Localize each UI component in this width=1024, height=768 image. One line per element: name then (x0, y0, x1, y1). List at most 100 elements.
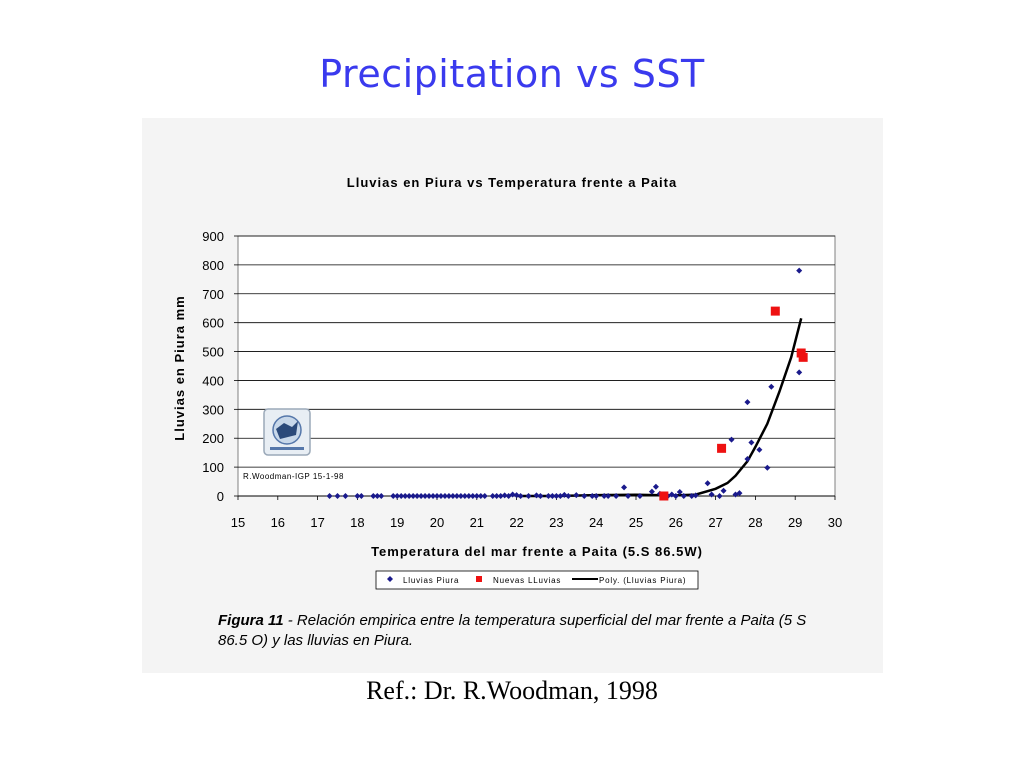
data-point (418, 493, 425, 499)
data-points (326, 267, 808, 501)
data-point (613, 493, 620, 499)
data-point (430, 493, 437, 499)
x-tick-label: 29 (788, 515, 802, 530)
data-point (497, 493, 504, 499)
data-point (636, 493, 643, 499)
new-data-point (659, 491, 669, 501)
data-point (756, 446, 763, 453)
legend-label-nuevas: Nuevas LLuvias (493, 576, 561, 585)
data-point (410, 493, 417, 499)
new-data-point (770, 306, 780, 316)
data-point (402, 493, 409, 499)
x-tick-label: 18 (350, 515, 364, 530)
legend: Lluvias Piura Nuevas LLuvias Poly. (Lluv… (375, 570, 699, 590)
data-point (573, 492, 580, 499)
data-point (469, 493, 476, 499)
caption-end: . (408, 632, 414, 649)
data-point (593, 493, 600, 499)
data-point (509, 491, 516, 498)
data-point (744, 399, 751, 406)
data-point (533, 492, 540, 499)
data-point (358, 493, 365, 499)
data-point (589, 493, 596, 499)
data-point (370, 493, 377, 499)
x-tick-label: 17 (310, 515, 324, 530)
data-point (481, 493, 488, 499)
y-axis-ticks: 0 100 200 300 400 500 600 700 800 900 (202, 229, 238, 504)
x-tick-label: 23 (549, 515, 563, 530)
data-point (374, 493, 381, 499)
data-point (648, 488, 655, 495)
x-tick-label: 30 (828, 515, 842, 530)
x-tick-label: 19 (390, 515, 404, 530)
legend-square-icon (476, 576, 482, 582)
data-point (601, 493, 608, 499)
data-point (545, 493, 552, 499)
data-point (342, 493, 349, 499)
data-point (764, 464, 771, 471)
x-tick-label: 22 (509, 515, 523, 530)
plot-area (237, 235, 836, 497)
institute-logo-icon (263, 408, 311, 456)
data-point (390, 493, 397, 499)
data-point (426, 493, 433, 499)
x-tick-label: 28 (748, 515, 762, 530)
figure-caption: Figura 11 - Relación empirica entre la t… (218, 611, 838, 651)
x-tick-label: 21 (470, 515, 484, 530)
data-point (378, 493, 385, 499)
legend-label-poly: Poly. (Lluvias Piura) (599, 576, 686, 585)
x-tick-label: 16 (271, 515, 285, 530)
data-point (652, 483, 659, 490)
data-point (334, 493, 341, 499)
data-point (708, 491, 715, 498)
data-point (414, 493, 421, 499)
new-data-point (717, 443, 727, 453)
data-point (489, 493, 496, 499)
data-point (398, 493, 405, 499)
legend-diamond-icon (387, 576, 393, 582)
data-point (354, 493, 361, 499)
chart-title: Lluvias en Piura vs Temperatura frente a… (347, 175, 677, 190)
data-point (716, 493, 723, 499)
data-point (457, 493, 464, 499)
data-point (549, 493, 556, 499)
data-point (676, 488, 683, 495)
data-point (553, 493, 560, 499)
x-tick-label: 15 (231, 515, 245, 530)
data-point (434, 493, 440, 499)
legend-label-lluvias: Lluvias Piura (403, 576, 459, 585)
x-axis-label: Temperatura del mar frente a Paita (5.S … (371, 544, 703, 559)
data-point (768, 383, 775, 390)
y-tick-label: 200 (202, 431, 224, 446)
data-point (461, 493, 468, 499)
data-point (477, 493, 484, 499)
data-point (465, 493, 472, 499)
data-point (441, 493, 448, 499)
y-tick-label: 0 (217, 489, 224, 504)
slide-title: Precipitation vs SST (319, 52, 705, 96)
data-point (581, 493, 588, 499)
y-tick-label: 900 (202, 229, 224, 244)
x-tick-label: 26 (669, 515, 683, 530)
data-point (796, 267, 803, 274)
y-tick-label: 300 (202, 402, 224, 417)
data-point (513, 492, 520, 499)
data-point (473, 493, 480, 499)
x-tick-label: 25 (629, 515, 643, 530)
y-tick-label: 100 (202, 460, 224, 475)
data-point (525, 493, 532, 499)
data-point (704, 480, 711, 487)
data-point (605, 493, 612, 499)
data-point (692, 492, 699, 499)
data-point (449, 493, 456, 499)
data-point (437, 493, 444, 499)
watermark-text: R.Woodman-IGP 15-1-98 (243, 472, 344, 481)
data-point (621, 484, 628, 491)
new-data-point (798, 352, 808, 362)
data-point (394, 493, 401, 499)
y-tick-label: 800 (202, 258, 224, 273)
data-point (422, 493, 429, 499)
data-point (453, 493, 460, 499)
x-axis-ticks: 15 16 17 18 19 20 21 22 23 24 25 26 27 28 29 30 (231, 495, 842, 530)
